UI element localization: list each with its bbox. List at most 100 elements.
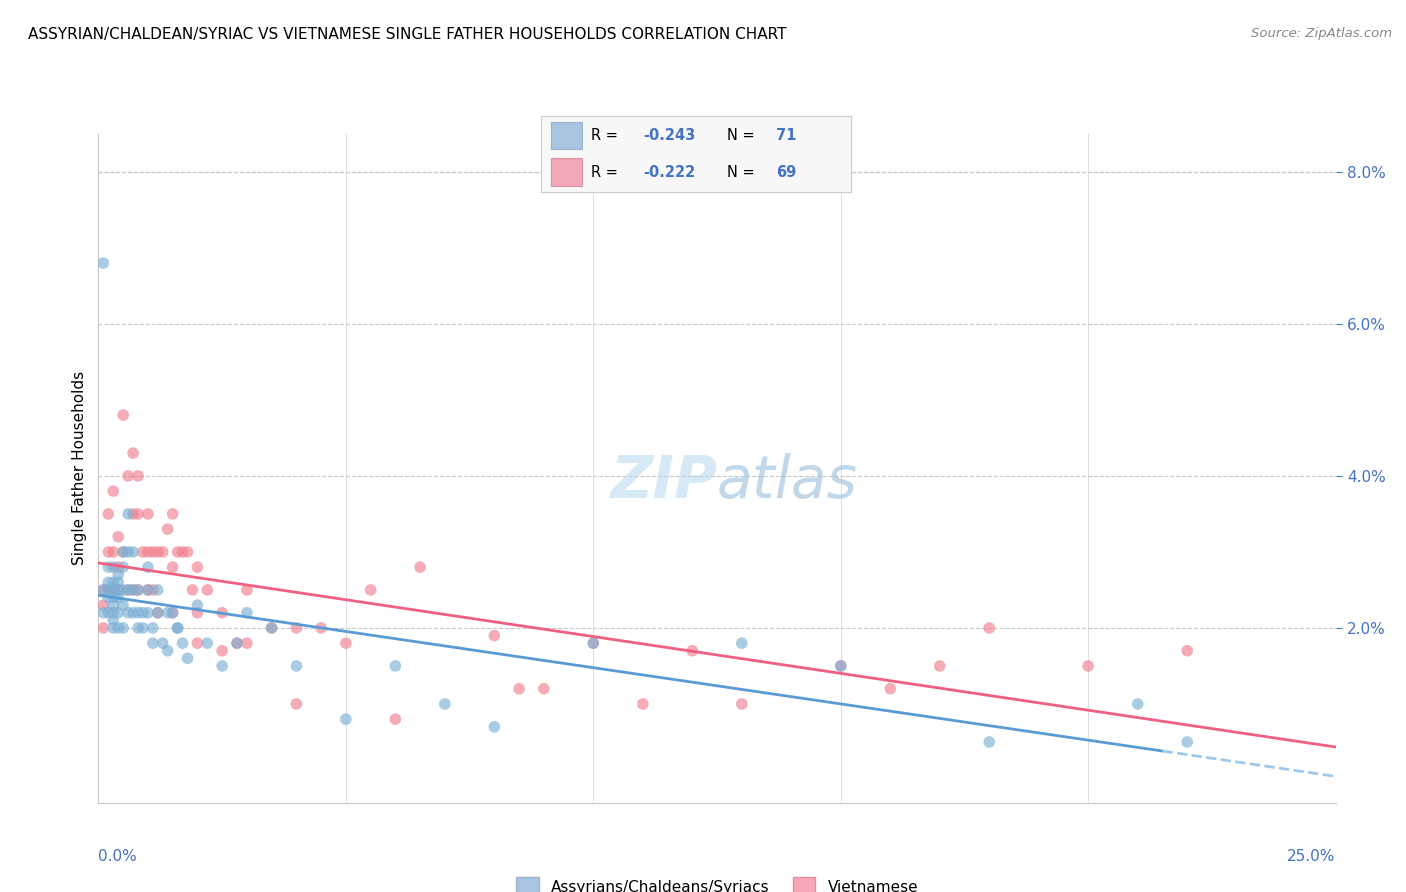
Text: Source: ZipAtlas.com: Source: ZipAtlas.com xyxy=(1251,27,1392,40)
Point xyxy=(236,606,259,620)
Point xyxy=(117,507,139,521)
Point xyxy=(132,606,155,620)
Point xyxy=(107,530,129,544)
Point xyxy=(186,606,208,620)
Point xyxy=(285,621,308,635)
Point xyxy=(132,621,155,635)
Point xyxy=(117,582,139,597)
Point xyxy=(103,560,125,574)
Point xyxy=(142,636,165,650)
Point xyxy=(156,522,179,536)
Point xyxy=(830,659,852,673)
Point xyxy=(731,697,754,711)
Point xyxy=(226,636,249,650)
Point xyxy=(260,621,283,635)
Point xyxy=(112,408,135,422)
Point xyxy=(103,582,125,597)
Point xyxy=(107,621,129,635)
Point xyxy=(156,606,179,620)
Point xyxy=(112,560,135,574)
Point xyxy=(122,582,145,597)
Text: R =: R = xyxy=(591,128,623,144)
Point xyxy=(103,606,125,620)
Point xyxy=(136,560,159,574)
Point xyxy=(211,659,233,673)
Point xyxy=(103,598,125,612)
Point xyxy=(285,659,308,673)
Point xyxy=(97,545,120,559)
Point xyxy=(146,606,169,620)
Point xyxy=(285,697,308,711)
Point xyxy=(681,644,703,658)
Point xyxy=(186,598,208,612)
Point xyxy=(117,606,139,620)
Point xyxy=(582,636,605,650)
Point xyxy=(236,582,259,597)
Point xyxy=(830,659,852,673)
Point xyxy=(162,606,184,620)
Point xyxy=(136,507,159,521)
Point xyxy=(127,606,149,620)
Point xyxy=(384,659,406,673)
Point xyxy=(112,621,135,635)
Point xyxy=(166,621,188,635)
Point xyxy=(103,621,125,635)
Point xyxy=(142,545,165,559)
Point xyxy=(127,582,149,597)
Point xyxy=(132,545,155,559)
Point xyxy=(146,606,169,620)
Point xyxy=(162,560,184,574)
Point xyxy=(107,575,129,590)
Point xyxy=(928,659,950,673)
Point xyxy=(112,545,135,559)
Point xyxy=(93,598,115,612)
Point xyxy=(136,582,159,597)
Point xyxy=(136,545,159,559)
Point xyxy=(172,545,194,559)
Point xyxy=(226,636,249,650)
Point xyxy=(103,484,125,499)
Point xyxy=(1126,697,1149,711)
Point xyxy=(107,606,129,620)
Point xyxy=(152,636,174,650)
Point xyxy=(631,697,654,711)
Point xyxy=(433,697,456,711)
Point xyxy=(384,712,406,726)
Point xyxy=(97,575,120,590)
Point xyxy=(176,545,198,559)
Point xyxy=(97,582,120,597)
Point xyxy=(142,582,165,597)
Point xyxy=(97,507,120,521)
Point xyxy=(484,629,506,643)
Point xyxy=(103,613,125,627)
Point xyxy=(172,636,194,650)
Point xyxy=(236,636,259,650)
Point xyxy=(181,582,204,597)
Point xyxy=(122,606,145,620)
Point xyxy=(93,582,115,597)
FancyBboxPatch shape xyxy=(551,159,582,186)
Point xyxy=(97,591,120,605)
Point xyxy=(186,636,208,650)
Point xyxy=(122,507,145,521)
Point xyxy=(107,582,129,597)
Point xyxy=(309,621,332,635)
Point xyxy=(195,636,218,650)
Point xyxy=(142,621,165,635)
Point xyxy=(127,469,149,483)
Point xyxy=(335,636,357,650)
Point xyxy=(260,621,283,635)
Text: N =: N = xyxy=(727,164,759,179)
Point xyxy=(117,545,139,559)
Point xyxy=(97,606,120,620)
Point xyxy=(186,560,208,574)
FancyBboxPatch shape xyxy=(551,122,582,149)
Point xyxy=(162,507,184,521)
Point xyxy=(117,469,139,483)
Point xyxy=(93,256,115,270)
Point xyxy=(122,545,145,559)
Text: ZIP: ZIP xyxy=(610,453,717,510)
Point xyxy=(107,591,129,605)
Point xyxy=(103,582,125,597)
Point xyxy=(117,582,139,597)
